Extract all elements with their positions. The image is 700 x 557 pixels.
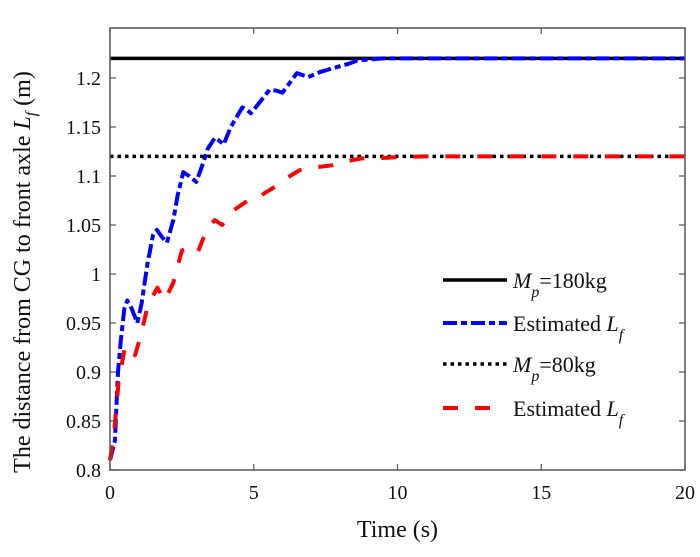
- y-tick-label: 0.9: [76, 362, 101, 384]
- legend-text: Estimated: [513, 311, 606, 336]
- y-tick-label: 0.8: [76, 460, 101, 482]
- y-tick-label: 0.95: [66, 313, 101, 335]
- y-tick-label: 1.15: [66, 117, 101, 139]
- legend-symbol: L: [605, 396, 618, 421]
- y-axis-title-subscript: f: [23, 109, 40, 116]
- y-tick-label: 1.1: [76, 166, 101, 188]
- legend-label-series-2: Mp=80kg: [512, 352, 596, 385]
- legend-symbol: M: [512, 268, 533, 293]
- x-axis-ticks: 0 5 10 15 20: [105, 28, 695, 504]
- y-tick-label: 1.2: [76, 68, 101, 90]
- x-tick-label: 5: [249, 482, 259, 504]
- legend-subscript: f: [619, 327, 626, 344]
- x-tick-label: 15: [531, 482, 551, 504]
- x-tick-label: 0: [105, 482, 115, 504]
- y-axis-title: The distance from CG to front axle Lf (m…: [10, 71, 40, 473]
- legend: Mp=180kg Estimated Lf Mp=80kg Estimated …: [443, 268, 626, 429]
- legend-subscript: p: [530, 368, 539, 385]
- y-axis-title-suffix: (m): [10, 71, 36, 112]
- legend-subscript: p: [530, 284, 539, 301]
- series-line-1: [108, 56, 685, 461]
- series-layer: [108, 56, 685, 461]
- y-axis-title-prefix: The distance from CG to front axle: [10, 130, 36, 473]
- legend-symbol: L: [605, 311, 618, 336]
- legend-label-series-3: Estimated Lf: [513, 396, 626, 429]
- y-tick-label: 1: [91, 264, 101, 286]
- x-axis-title: Time (s): [357, 517, 438, 543]
- legend-symbol: M: [512, 352, 533, 377]
- legend-text: Estimated: [513, 396, 606, 421]
- legend-text: =180kg: [539, 268, 606, 293]
- y-axis-ticks: 0.8 0.85 0.9 0.95 1 1.05 1.1 1.15 1.2: [66, 68, 685, 482]
- legend-text: =80kg: [539, 352, 595, 377]
- x-tick-label: 20: [675, 482, 695, 504]
- x-tick-label: 10: [388, 482, 408, 504]
- y-tick-label: 1.05: [66, 215, 101, 237]
- legend-label-series-0: Mp=180kg: [512, 268, 607, 301]
- series-line-3: [108, 154, 685, 461]
- legend-subscript: f: [619, 412, 626, 429]
- y-tick-label: 0.85: [66, 411, 101, 433]
- y-axis-title-symbol: L: [10, 116, 36, 130]
- legend-label-series-1: Estimated Lf: [513, 311, 626, 344]
- plot-area-background: [110, 28, 685, 470]
